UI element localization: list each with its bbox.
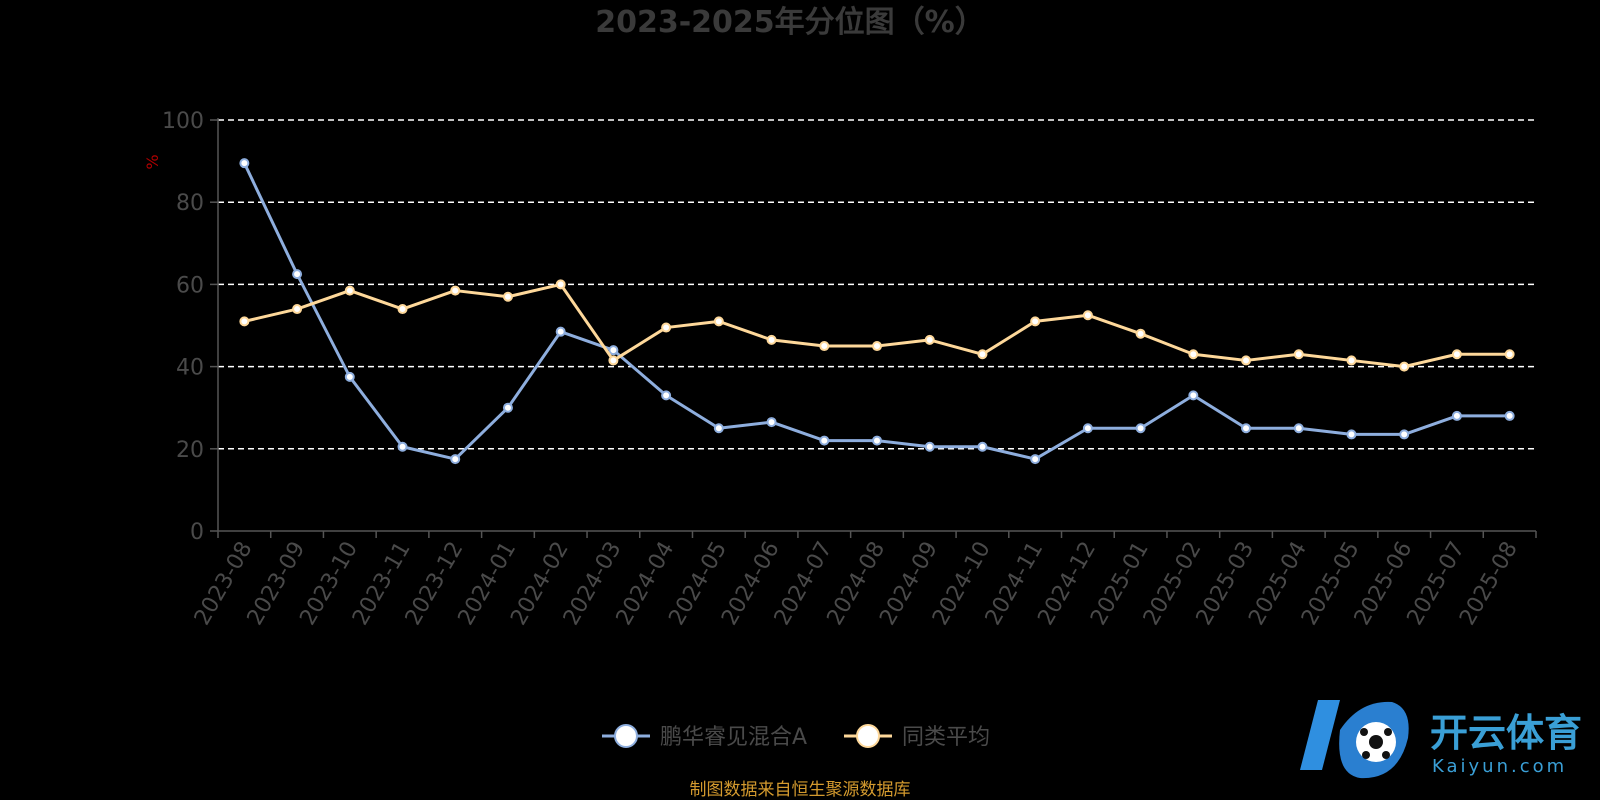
data-point [1504,410,1515,421]
data-point [344,371,355,382]
legend-marker [614,724,638,748]
data-point [1188,390,1199,401]
watermark-en: Kaiyun.com [1432,756,1567,777]
data-point [344,285,355,296]
data-point [872,435,882,446]
data-point [1135,328,1146,339]
legend-item-2[interactable]: 同类平均 [844,724,990,750]
data-point [239,316,250,327]
chart-title: 2023-2025年分位图（%） [595,5,985,40]
data-point [1293,423,1304,434]
y-tick-label: 20 [176,438,204,463]
data-point [1451,349,1462,360]
data-point [1082,423,1093,434]
legend-marker [856,724,880,748]
data-point [661,390,672,401]
data-point [397,441,408,452]
data-point [608,355,619,366]
data-point [977,349,988,360]
data-point [1030,454,1041,465]
series-line [244,282,1510,369]
data-point [608,345,619,356]
series-2 [239,279,1515,372]
data-point [239,158,250,169]
data-point [924,334,935,345]
data-point [1241,355,1252,366]
watermark-cn: 开云体育 [1430,711,1582,755]
data-point [555,326,566,337]
data-point [872,341,882,352]
series-layer [239,158,1515,465]
data-point [292,269,303,280]
x-axis: 2023-082023-092023-102023-112023-122024-… [190,118,1537,630]
data-point [1241,423,1252,434]
data-point [450,454,461,465]
y-tick-label: 60 [176,273,204,298]
data-point [1135,423,1146,434]
data-point [819,341,830,352]
data-point [766,334,777,345]
y-tick-label: 80 [176,191,204,216]
data-point [397,304,408,315]
data-point [1504,349,1515,360]
y-axis-unit: % [143,154,162,169]
y-tick-label: 0 [190,520,204,545]
data-point [1030,316,1041,327]
data-point [502,291,513,302]
data-point [1346,355,1357,366]
data-point [819,435,830,446]
legend-label: 同类平均 [902,725,990,750]
legend-item-1[interactable]: 鹏华睿见混合A [602,724,807,750]
data-point [1082,310,1093,321]
data-point [713,316,724,327]
data-point [1399,429,1410,440]
data-point [555,279,566,290]
data-point [1451,410,1462,421]
data-point [502,402,513,413]
series-1 [239,158,1515,465]
y-axis-ticks: 0 20 40 60 80 100 [162,109,218,545]
gridlines [218,119,1536,450]
data-point [450,285,461,296]
legend[interactable]: 鹏华睿见混合A 同类平均 [602,724,990,750]
y-tick-label: 40 [176,356,204,381]
watermark-logo: 开云体育 Kaiyun.com [1300,700,1582,779]
series-line [243,162,1510,461]
data-point [1188,349,1199,360]
data-point [661,322,672,333]
kaiyun-logo-icon [1300,700,1409,779]
legend-label: 鹏华睿见混合A [660,725,807,750]
data-point [292,304,303,315]
y-tick-label: 100 [162,109,204,134]
data-point [977,441,988,452]
data-point [924,441,935,452]
data-point [713,423,724,434]
data-point [1293,349,1304,360]
data-point [766,417,777,428]
source-note: 制图数据来自恒生聚源数据库 [690,780,911,800]
data-point [1346,429,1357,440]
data-point [1399,361,1410,372]
